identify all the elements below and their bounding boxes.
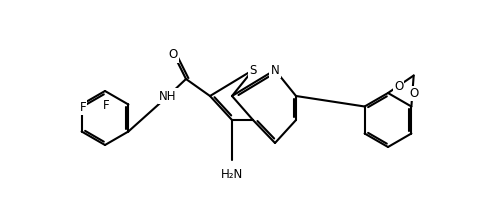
Text: H₂N: H₂N	[221, 168, 243, 181]
Text: F: F	[80, 101, 86, 114]
Text: F: F	[102, 99, 109, 112]
Text: NH: NH	[159, 89, 177, 103]
Text: S: S	[249, 64, 257, 76]
Text: N: N	[271, 64, 279, 76]
Text: O: O	[410, 87, 419, 100]
Text: O: O	[394, 80, 403, 93]
Text: O: O	[168, 49, 178, 62]
